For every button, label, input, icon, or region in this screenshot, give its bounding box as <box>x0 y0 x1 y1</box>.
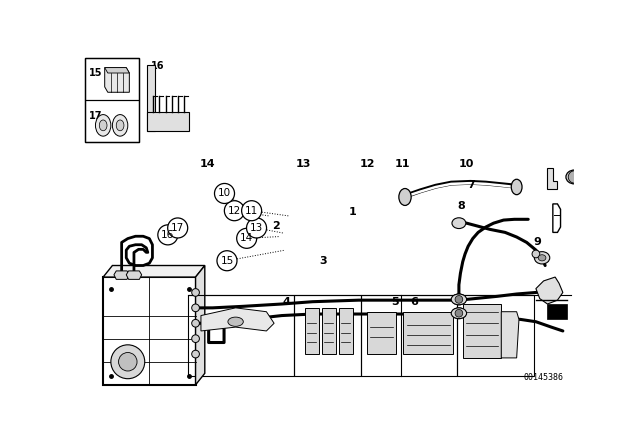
Text: 13: 13 <box>250 223 263 233</box>
Text: 10: 10 <box>218 189 231 198</box>
Polygon shape <box>196 266 205 385</box>
Ellipse shape <box>452 294 466 305</box>
Ellipse shape <box>113 115 128 136</box>
Text: 1: 1 <box>349 207 356 217</box>
Circle shape <box>237 228 257 248</box>
Circle shape <box>192 335 200 343</box>
Circle shape <box>192 319 200 327</box>
Circle shape <box>568 171 580 183</box>
Circle shape <box>214 184 234 203</box>
Bar <box>188 295 294 375</box>
Polygon shape <box>403 312 452 354</box>
Text: 14: 14 <box>200 159 216 169</box>
Ellipse shape <box>95 115 111 136</box>
Text: 4: 4 <box>282 297 290 307</box>
Polygon shape <box>147 112 189 131</box>
Bar <box>103 277 196 385</box>
Circle shape <box>532 250 540 258</box>
Polygon shape <box>501 312 519 358</box>
Polygon shape <box>201 308 274 331</box>
Polygon shape <box>103 266 205 277</box>
Circle shape <box>217 251 237 271</box>
Text: 16: 16 <box>151 60 164 71</box>
Polygon shape <box>305 308 319 354</box>
Text: 7: 7 <box>467 180 475 190</box>
Bar <box>86 58 140 100</box>
Circle shape <box>192 304 200 312</box>
Ellipse shape <box>116 120 124 131</box>
Polygon shape <box>367 312 396 354</box>
Text: 8: 8 <box>457 201 465 211</box>
Bar <box>361 295 458 375</box>
Text: 12: 12 <box>228 206 241 216</box>
Circle shape <box>192 350 200 358</box>
Ellipse shape <box>452 218 466 228</box>
Ellipse shape <box>451 308 467 319</box>
Polygon shape <box>547 304 566 319</box>
Text: 11: 11 <box>394 159 410 169</box>
Ellipse shape <box>534 252 550 264</box>
Bar <box>86 58 140 142</box>
Polygon shape <box>114 271 129 280</box>
Text: 11: 11 <box>245 206 259 216</box>
Circle shape <box>158 225 178 245</box>
Ellipse shape <box>451 294 467 305</box>
Text: 13: 13 <box>296 159 311 169</box>
Text: 00145386: 00145386 <box>524 373 564 382</box>
Text: 9: 9 <box>534 237 541 247</box>
Polygon shape <box>547 168 557 189</box>
Bar <box>294 295 361 375</box>
Text: 5: 5 <box>390 297 398 307</box>
Text: 17: 17 <box>171 223 184 233</box>
Polygon shape <box>536 277 563 304</box>
Text: 16: 16 <box>161 230 175 240</box>
Circle shape <box>246 218 266 238</box>
Text: 15: 15 <box>90 69 103 78</box>
Polygon shape <box>105 68 129 73</box>
Text: 10: 10 <box>459 159 474 169</box>
Text: 15: 15 <box>220 256 234 266</box>
Bar <box>458 295 534 375</box>
Polygon shape <box>339 308 353 354</box>
Text: 6: 6 <box>410 297 418 307</box>
Polygon shape <box>105 68 129 92</box>
Circle shape <box>168 218 188 238</box>
Text: 2: 2 <box>273 221 280 231</box>
Circle shape <box>242 201 262 221</box>
Circle shape <box>111 345 145 379</box>
Polygon shape <box>322 308 336 354</box>
Ellipse shape <box>582 337 595 353</box>
Polygon shape <box>147 65 155 131</box>
Ellipse shape <box>511 179 522 195</box>
Circle shape <box>225 201 244 221</box>
Circle shape <box>455 296 463 303</box>
Circle shape <box>192 289 200 296</box>
Ellipse shape <box>99 120 107 131</box>
Ellipse shape <box>399 189 411 206</box>
Circle shape <box>455 310 463 317</box>
Text: 12: 12 <box>360 159 376 169</box>
Circle shape <box>118 353 137 371</box>
Ellipse shape <box>566 170 583 184</box>
Polygon shape <box>463 304 501 358</box>
Polygon shape <box>126 271 141 280</box>
Ellipse shape <box>452 308 466 319</box>
Ellipse shape <box>228 317 243 326</box>
Text: 3: 3 <box>319 256 327 266</box>
Ellipse shape <box>538 255 546 261</box>
Text: 17: 17 <box>90 111 103 121</box>
Bar <box>86 100 140 142</box>
Text: 14: 14 <box>240 233 253 243</box>
